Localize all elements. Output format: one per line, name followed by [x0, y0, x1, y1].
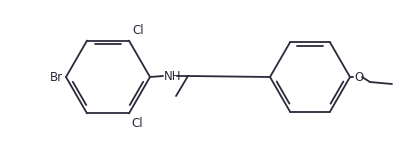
Text: Cl: Cl [131, 117, 143, 130]
Text: Cl: Cl [132, 24, 143, 37]
Text: O: O [354, 71, 363, 83]
Text: NH: NH [164, 69, 181, 83]
Text: Br: Br [50, 71, 63, 83]
